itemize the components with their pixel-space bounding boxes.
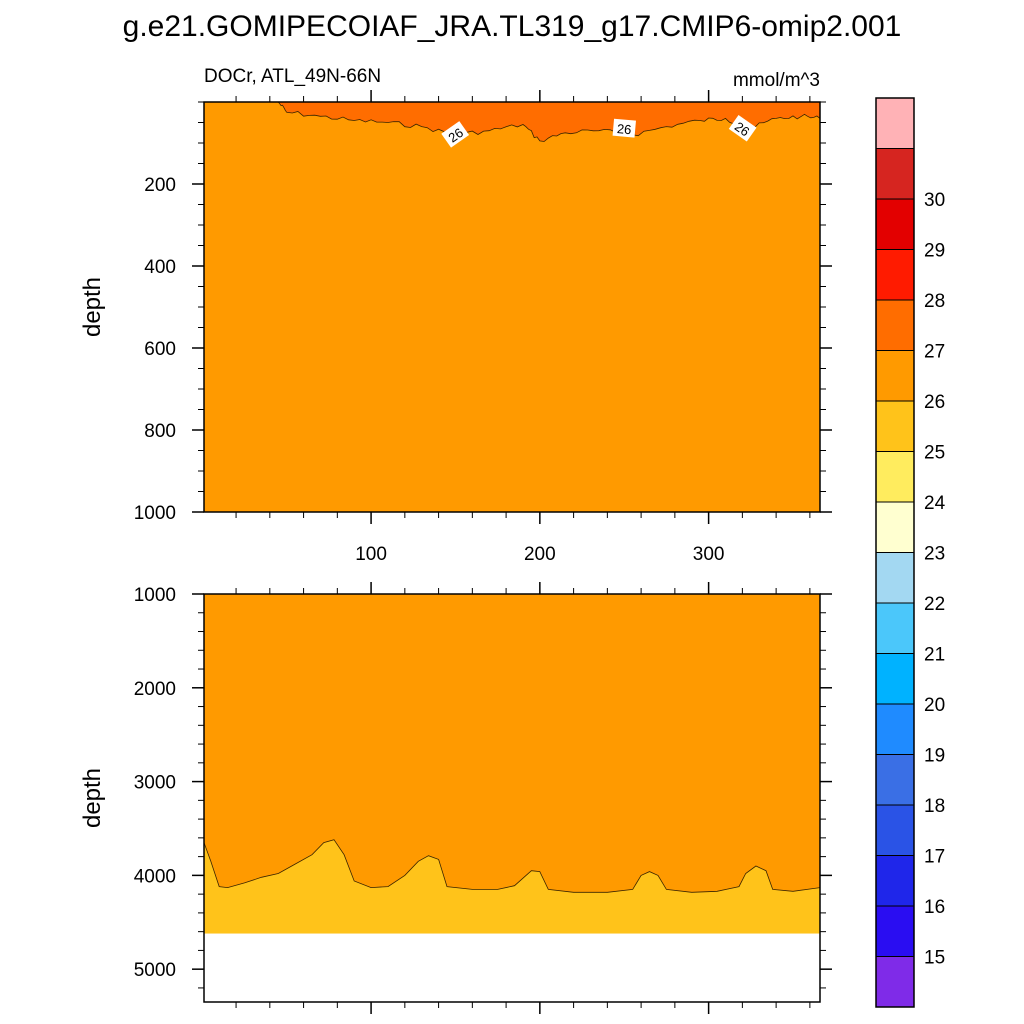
colorbar-label: 25 — [924, 443, 945, 464]
colorbar: 15 16 17 18 19 20 21 22 23 24 25 26 27 28 29 30 — [875, 97, 946, 1008]
colorbar-label: 16 — [924, 897, 945, 918]
colorbar-label: 19 — [924, 746, 945, 767]
y-tick-label: 2000 — [134, 679, 176, 700]
colorbar-frame — [875, 97, 915, 1008]
y-tick-label: 3000 — [134, 773, 176, 794]
lower-y-axis-title: depth — [79, 768, 106, 828]
colorbar-swatch — [875, 754, 915, 806]
colorbar-label: 20 — [924, 695, 945, 716]
figure-title: g.e21.GOMIPECOIAF_JRA.TL319_g17.CMIP6-om… — [123, 10, 902, 43]
x-tick-label: 100 — [355, 544, 387, 565]
colorbar-swatch — [875, 905, 915, 957]
colorbar-swatch — [875, 956, 915, 1008]
contour-label: 26 — [612, 118, 636, 138]
y-tick-label: 5000 — [134, 960, 176, 981]
upper-panel: DOCr, ATL_49N-66N mmol/m^3 26 26 26 100 200 3… — [79, 66, 832, 565]
colorbar-swatch — [875, 703, 915, 755]
lower-plot-area: 1000 2000 3000 4000 5000 — [134, 582, 832, 1014]
contour-label: 26 — [441, 121, 470, 148]
colorbar-label: 17 — [924, 847, 945, 868]
contour-label-text: 26 — [616, 121, 632, 137]
y-tick-label: 1000 — [134, 503, 176, 524]
y-tick-label: 600 — [144, 339, 176, 360]
upper-panel-subtitle-left: DOCr, ATL_49N-66N — [204, 66, 381, 87]
colorbar-swatch — [875, 97, 915, 149]
lower-plot-frame — [203, 593, 821, 1003]
contour-label-box — [612, 118, 636, 138]
x-tick-label: 200 — [524, 544, 556, 565]
colorbar-swatch — [875, 855, 915, 907]
contour-label-text: 26 — [446, 125, 466, 146]
contour-line-25 — [203, 839, 821, 893]
colorbar-label: 29 — [924, 241, 945, 262]
colorbar-swatch — [875, 501, 915, 553]
colorbar-swatch — [875, 198, 915, 250]
lower-panel: 1000 2000 3000 4000 5000 depth — [79, 582, 832, 1014]
y-tick-label: 4000 — [134, 866, 176, 887]
y-tick-label: 200 — [144, 175, 176, 196]
colorbar-swatch — [875, 653, 915, 705]
colorbar-swatch — [875, 552, 915, 604]
colorbar-label: 23 — [924, 544, 945, 565]
upper-y-axis-title: depth — [79, 277, 106, 337]
colorbar-swatch — [875, 451, 915, 503]
level-26-27-fill — [278, 102, 820, 142]
colorbar-label: 30 — [924, 190, 945, 211]
x-tick-label: 300 — [693, 544, 725, 565]
colorbar-label: 26 — [924, 392, 945, 413]
contour-label: 26 — [728, 114, 757, 142]
colorbar-swatch — [875, 602, 915, 654]
colorbar-label: 18 — [924, 796, 945, 817]
colorbar-swatch — [875, 804, 915, 856]
colorbar-label: 15 — [924, 948, 945, 969]
y-tick-label: 800 — [144, 421, 176, 442]
colorbar-swatch — [875, 249, 915, 301]
upper-plot-area: 26 26 26 100 200 300 200 400 600 800 1000 — [134, 90, 832, 565]
contour-label-box — [728, 114, 757, 142]
y-tick-label: 1000 — [134, 585, 176, 606]
colorbar-swatch — [875, 148, 915, 200]
colorbar-swatch — [875, 350, 915, 402]
colorbar-label: 21 — [924, 645, 945, 666]
colorbar-swatch — [875, 299, 915, 351]
contour-label-box — [441, 121, 470, 148]
colorbar-label: 27 — [924, 342, 945, 363]
colorbar-swatch — [875, 400, 915, 452]
colorbar-label: 22 — [924, 594, 945, 615]
level-25-26-fill — [204, 102, 820, 512]
contour-label-text: 26 — [732, 119, 752, 140]
colorbar-label: 28 — [924, 291, 945, 312]
upper-panel-units: mmol/m^3 — [733, 70, 820, 91]
y-tick-label: 400 — [144, 257, 176, 278]
colorbar-label: 24 — [924, 493, 946, 514]
